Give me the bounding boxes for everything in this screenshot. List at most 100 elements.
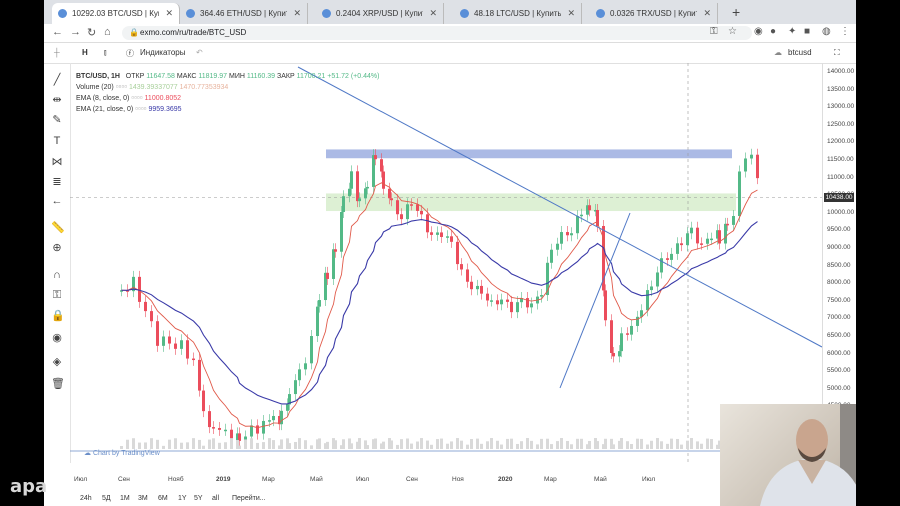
horizontal-line-tool-icon[interactable]: ⇹ [52, 94, 62, 106]
profile-avatar-icon[interactable]: ◍ [822, 26, 831, 37]
menu-dots-icon[interactable]: ⋮ [840, 26, 850, 37]
goto-date-button[interactable]: Перейти... [232, 495, 266, 502]
puzzle-icon[interactable]: ✦ [788, 26, 797, 37]
indicators-button[interactable]: Индикаторы [140, 48, 186, 57]
volume-bar [710, 439, 713, 449]
legend-controls-icon[interactable]: ▫▫▫▫ [115, 82, 128, 91]
tab-trx[interactable]: 0.0326 TRX/USD | Купить TRO ✕ [590, 3, 718, 24]
candle-body [280, 410, 283, 425]
range-5d[interactable]: 5Д [102, 495, 111, 502]
close-tab-icon[interactable]: ✕ [429, 8, 437, 18]
legend-controls-icon[interactable]: ▫▫▫▫ [131, 93, 143, 102]
magnet-icon[interactable]: ∩ [53, 269, 61, 281]
interval-button[interactable]: H [82, 48, 88, 57]
ruler-tool-icon[interactable]: 📏 [51, 222, 65, 234]
crosshair-icon[interactable]: ┼ [54, 48, 60, 57]
legend-controls-icon[interactable]: ▫▫▫▫ [135, 104, 147, 113]
candle-body [356, 171, 359, 202]
range-3m[interactable]: 3М [138, 495, 148, 502]
tab-btc[interactable]: 10292.03 BTC/USD | Купить Би ✕ [52, 3, 180, 24]
new-tab-button[interactable]: + [732, 4, 741, 20]
time-axis[interactable]: Июл Сен Нояб 2019 Мар Май Июл Сен Ноя 2020 Мар Май И… [70, 474, 822, 486]
candle-body [364, 188, 367, 199]
back-arrow-icon[interactable]: ← [52, 26, 63, 38]
symbol-label[interactable]: btcusd [788, 48, 812, 57]
lock-drawings-icon[interactable]: ⚿ [52, 289, 62, 301]
range-5y[interactable]: 5Y [194, 495, 203, 502]
extension-icon[interactable]: ■ [804, 26, 811, 37]
arrow-tool-icon[interactable]: ← [51, 195, 63, 207]
home-icon[interactable]: ⌂ [104, 26, 111, 38]
volume-bar [510, 438, 513, 449]
candle-body [298, 369, 301, 381]
pattern-tool-icon[interactable]: ⋈ [51, 156, 63, 168]
time-tick: Июл [356, 476, 370, 483]
indicators-icon[interactable]: ⓕ [126, 49, 134, 58]
range-6m[interactable]: 6М [158, 495, 168, 502]
volume-bar [326, 441, 329, 449]
candle-body [670, 253, 673, 260]
candle-body [660, 258, 663, 273]
volume-bar [576, 438, 579, 449]
chart-type-icon[interactable]: ⫾ [104, 48, 107, 57]
range-24h[interactable]: 24h [80, 495, 92, 502]
fib-tool-icon[interactable]: ≣ [52, 176, 62, 188]
forward-arrow-icon[interactable]: → [70, 26, 81, 38]
extension-icon[interactable]: ◉ [754, 26, 763, 37]
candle-body [446, 236, 449, 238]
volume-bar [212, 438, 215, 449]
close-tab-icon[interactable]: ✕ [703, 8, 711, 18]
layers-icon[interactable]: ◈ [52, 356, 62, 368]
tab-eth[interactable]: 364.46 ETH/USD | Купить Eth ✕ [180, 3, 308, 24]
tab-ltc[interactable]: 48.18 LTC/USD | Купить Litec ✕ [454, 3, 582, 24]
undo-icon[interactable]: ↶ [196, 48, 203, 57]
brush-tool-icon[interactable]: ✎ [52, 114, 62, 126]
lock-icon[interactable]: 🔒 [51, 310, 65, 322]
tradingview-credit[interactable]: ☁ Chart by TradingView [84, 449, 160, 457]
tradingview-logo-icon: ☁ [84, 450, 91, 457]
volume-bar [280, 439, 283, 449]
volume-bar [364, 440, 367, 449]
close-tab-icon[interactable]: ✕ [293, 8, 301, 18]
candle-body [186, 340, 189, 359]
candle-body [686, 233, 689, 246]
url-field[interactable]: 🔒 exmo.com/ru/trade/BTC_USD [122, 26, 752, 40]
trash-icon[interactable]: 🗑 [51, 378, 65, 390]
volume-bar [318, 438, 321, 449]
range-all[interactable]: all [212, 495, 220, 502]
volume-bar [656, 438, 659, 449]
zoom-in-icon[interactable]: ⊕ [52, 242, 62, 254]
trend-line-tool-icon[interactable]: ╱ [53, 74, 61, 86]
exmo-favicon-icon [460, 9, 469, 18]
volume-bar [610, 438, 613, 449]
price-axis[interactable]: 14000.00 13500.00 13000.00 12500.00 12000.00… [822, 63, 856, 463]
lock-icon: 🔒 [129, 28, 139, 37]
close-tab-icon[interactable]: ✕ [567, 8, 575, 18]
eye-icon[interactable]: ◉ [52, 332, 62, 344]
close-tab-icon[interactable]: ✕ [165, 8, 173, 18]
current-price-label: 10438.00 [824, 193, 854, 202]
candle-body [610, 320, 613, 353]
text-tool-icon[interactable]: T [53, 135, 61, 147]
candle-body [480, 285, 483, 294]
reload-icon[interactable]: ↻ [87, 27, 97, 39]
candle-body [348, 188, 351, 197]
key-icon[interactable]: ⚿ [710, 26, 718, 37]
extension-icon[interactable]: ● [770, 26, 777, 37]
volume-bar [556, 441, 559, 449]
price-tick: 10000.00 [827, 208, 855, 216]
close-label: ЗАКР [277, 73, 295, 80]
tab-xrp[interactable]: 0.2404 XRP/USD | Купить Rip ✕ [316, 3, 444, 24]
range-1y[interactable]: 1Y [178, 495, 187, 502]
volume-bar [192, 438, 195, 449]
range-1m[interactable]: 1М [120, 495, 130, 502]
fullscreen-icon[interactable]: ⛶ [834, 48, 840, 57]
candle-body [756, 154, 759, 179]
volume-bar [224, 442, 227, 449]
price-chart[interactable] [70, 63, 822, 463]
volume-bar [700, 443, 703, 449]
bookmark-star-icon[interactable]: ☆ [728, 26, 737, 37]
candle-body [496, 300, 499, 305]
candle-body [318, 300, 321, 307]
candle-body [570, 233, 573, 236]
